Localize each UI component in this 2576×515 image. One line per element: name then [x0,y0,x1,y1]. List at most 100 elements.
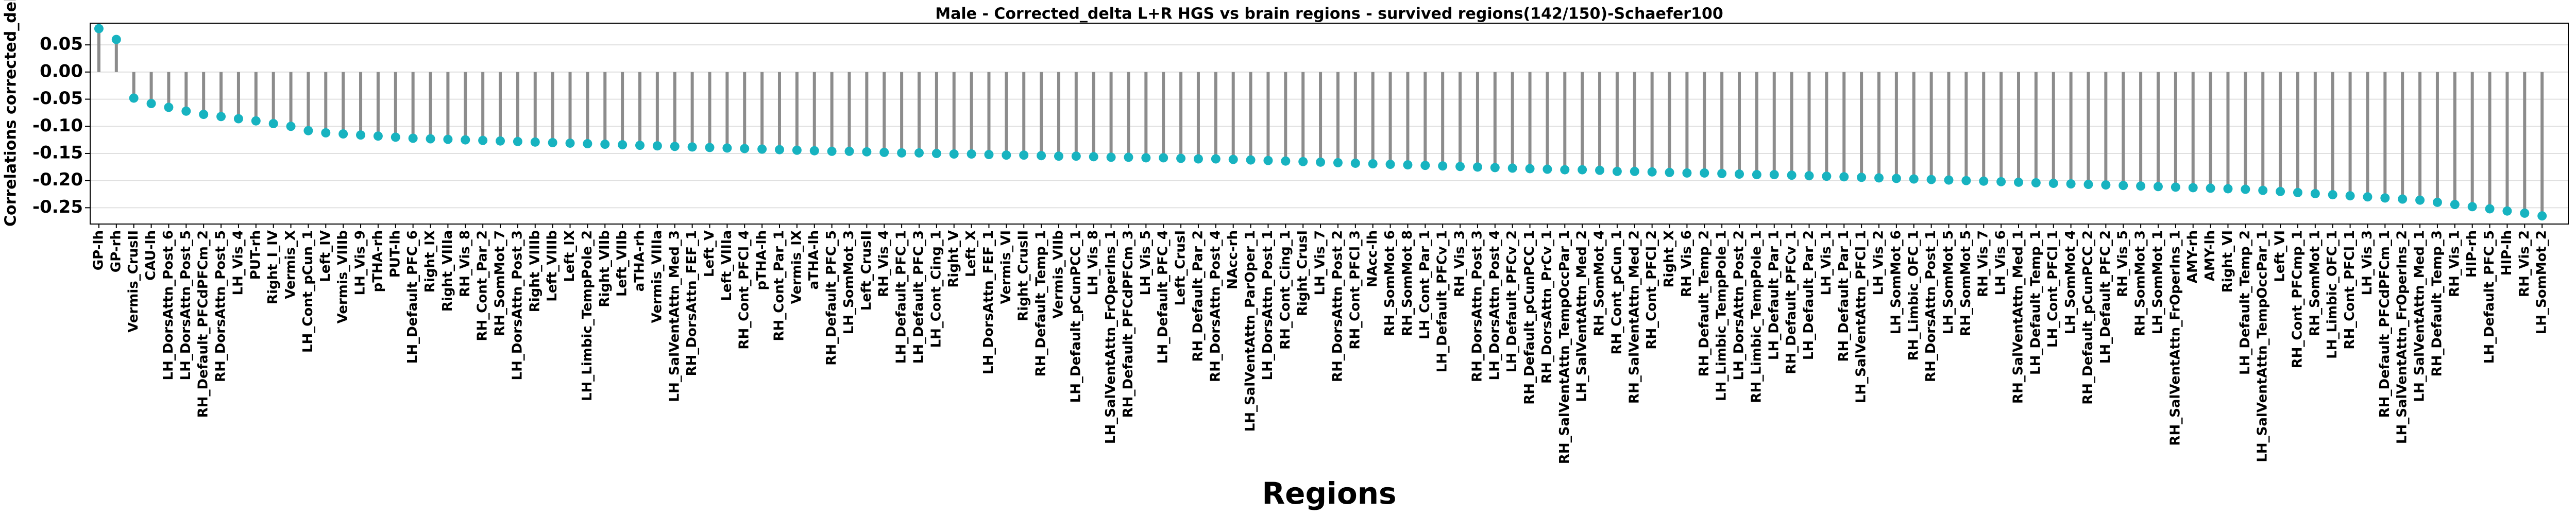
y-tick-label: -0.05 [32,88,83,109]
marker [338,129,348,139]
x-tick-label: Vermis_VIIIb [335,230,351,323]
x-tick-label: RH_DorsAttn_Post_2 [1330,230,1345,382]
x-tick-label: RH_Cont_Par_1 [771,230,787,341]
x-tick-label: LH_Default_PFC_1 [894,230,909,364]
x-tick-label: LH_Default_PFC_3 [911,230,926,364]
marker [2328,190,2337,200]
marker [530,137,540,147]
marker [478,135,488,145]
x-tick-label: RH_Cont_Cing_1 [1278,230,1293,350]
x-tick-label: RH_Vis_8 [457,230,473,297]
x-tick-label: LH_SalVentAttn_Med_2 [1574,230,1590,402]
x-tick-label: RH_SomMot_4 [1592,230,1607,336]
x-tick-label: Vermis_VI [998,230,1014,304]
x-tick-label: RH_Default_Temp_2 [1697,230,1712,376]
marker [1979,176,1989,186]
marker [2258,185,2268,195]
marker [1420,161,1430,170]
marker [844,146,854,156]
marker [722,143,732,153]
marker [1926,175,1936,184]
x-tick-label: RH_DorsAttn_Post_1 [1923,230,1939,382]
marker [652,141,662,151]
marker [1647,167,1657,177]
marker [1089,152,1098,162]
y-tick-label: -0.25 [32,197,83,217]
marker [1630,166,1639,176]
marker [461,135,470,145]
x-tick-label: Vermis_X [283,230,298,299]
x-tick-label: LH_Default_PFCv_2 [1504,230,1520,372]
marker [1769,170,1779,180]
marker [94,24,104,33]
marker [2101,180,2111,190]
x-tick-label: RH_Default_pCunPCC_2 [2080,230,2096,405]
x-tick-label: Right_V [946,230,961,288]
x-tick-label: LH_Default_Temp_2 [2238,230,2253,375]
x-tick-label: RH_SomMot_6 [1382,230,1398,336]
marker [1281,156,1291,166]
x-tick-label: RH_SomMot_8 [1400,230,1415,336]
marker [146,99,156,108]
x-tick-label: RH_DorsAttn_Post_4 [1208,230,1223,382]
marker [1909,174,1919,184]
x-tick-label: aTHA-rh [632,230,648,291]
x-tick-label: RH_SomMot_1 [2307,230,2323,336]
marker [1543,164,1552,174]
marker [984,150,994,160]
x-tick-label: RH_Cont_PFCl_3 [1347,230,1363,350]
marker [1141,153,1151,163]
marker [1368,159,1378,168]
marker [2276,186,2285,196]
marker [897,148,907,158]
marker [809,146,819,156]
marker [2432,197,2442,207]
x-tick-label: Left_IV [318,230,333,282]
x-tick-label: LH_SalVentAttn_Med_3 [667,230,682,402]
x-tick-label: RH_Cont_pCun_1 [1609,230,1624,354]
x-tick-label: Left_VIIIb [545,230,560,302]
marker [1438,161,1448,171]
marker [862,147,872,157]
marker [565,138,575,148]
x-tick-label: RH_Vis_3 [1452,230,1468,297]
marker [2136,181,2146,191]
x-tick-label: LH_Limbic_TempPole_2 [580,230,595,401]
x-tick-label: PUT-rh [248,230,263,280]
marker [967,149,976,159]
x-tick-label: LH_Default_Par_1 [1766,230,1782,360]
marker [1106,152,1116,162]
x-tick-label: RH_Cont_PFCl_4 [737,230,752,350]
marker [687,142,697,152]
y-axis-label: Correlations corrected_delta HGS vs brai… [2,0,20,227]
x-tick-label: RH_Vis_1 [2447,230,2462,297]
x-tick-label: RH_DorsAttn_Post_5 [213,230,229,382]
x-tick-label: aTHA-lh [806,230,822,289]
marker [408,133,418,143]
x-tick-label: LH_SomMot_5 [1941,230,1956,334]
x-tick-label: LH_Cont_pCun_1 [300,230,316,353]
marker [1839,172,1849,182]
x-tick-label: RH_Cont_PFCl_1 [2342,230,2358,350]
marker [303,126,313,135]
marker [233,114,243,124]
x-tick-label: LH_Default_PFC_5 [2482,230,2497,364]
marker [1455,162,1465,171]
plot-frame [90,23,2569,225]
marker [2502,206,2512,216]
x-tick-label: LH_DorsAttn_Post_5 [178,230,194,380]
x-tick-label: LH_SalVentAttn_Med_1 [2412,230,2428,402]
x-tick-label: LH_Default_PFC_6 [405,230,420,364]
marker [774,145,784,154]
x-tick-label: Right_CrusI [1295,230,1311,316]
marker [2206,183,2215,193]
marker [1857,173,1867,182]
x-tick-label: LH_Vis_9 [353,230,368,295]
x-tick-label: LH_Vis_1 [1819,230,1834,295]
x-tick-label: Right_VIIb [597,230,613,307]
x-tick-label: LH_DorsAttn_Post_4 [1487,230,1502,380]
marker [1752,170,1761,180]
x-tick-label: RH_SalVentAttn_Med_1 [2010,230,2026,404]
x-tick-label: Right_I_IV [265,230,281,304]
x-tick-label: Left_VI [2273,230,2288,282]
